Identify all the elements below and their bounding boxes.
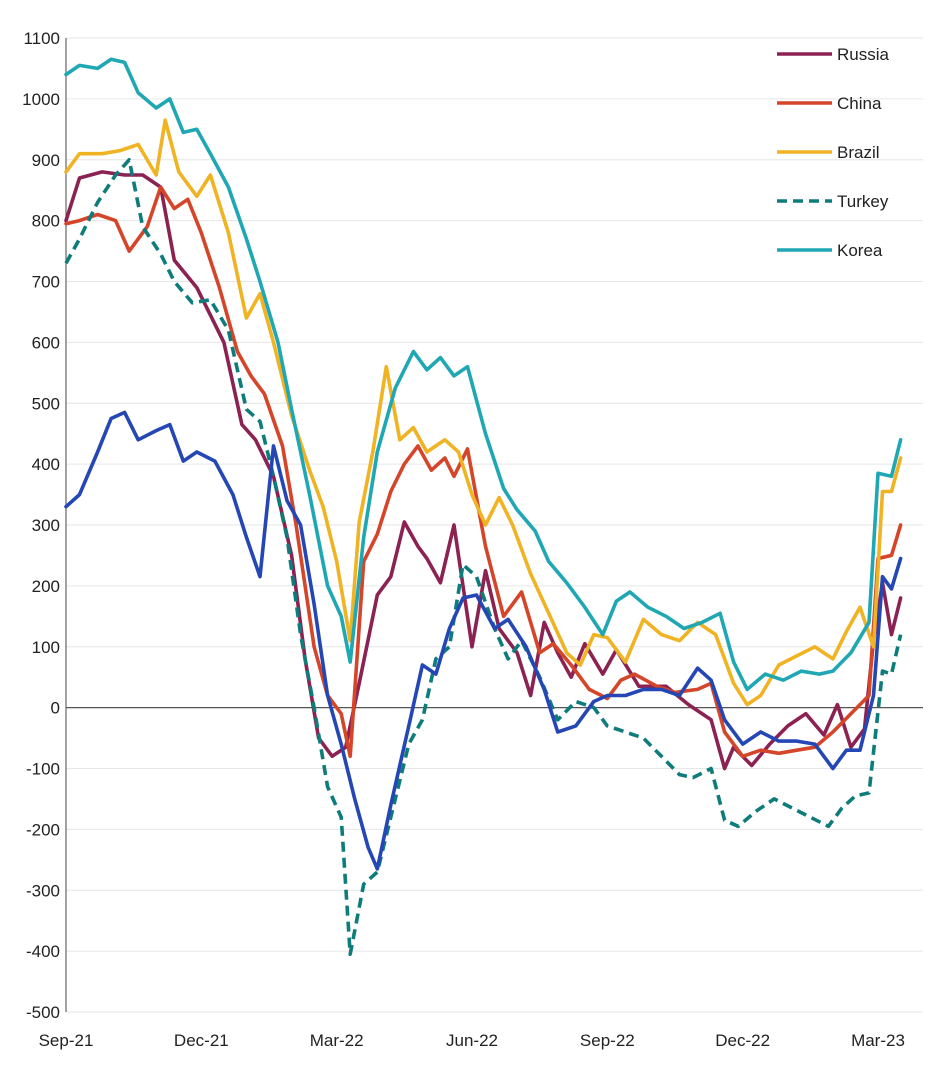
y-tick-label: -300 [26, 881, 60, 900]
y-tick-label: 500 [32, 394, 60, 413]
y-tick-label: 300 [32, 516, 60, 535]
x-tick-label: Dec-22 [715, 1031, 770, 1050]
series-line-china [64, 185, 903, 759]
y-tick-label: 900 [32, 151, 60, 170]
y-tick-label: -500 [26, 1003, 60, 1022]
series-line-unlabeled [64, 410, 903, 871]
x-tick-label: Dec-21 [174, 1031, 229, 1050]
y-tick-label: 0 [51, 699, 60, 718]
legend: Russia China Brazil Turkey Korea [777, 45, 890, 260]
x-tick-label: Mar-23 [851, 1031, 905, 1050]
axes [65, 38, 923, 1012]
y-tick-label: 400 [32, 455, 60, 474]
y-tick-label: -100 [26, 760, 60, 779]
series-line-brazil [64, 118, 903, 707]
series-line-russia [64, 170, 903, 771]
x-tick-label: Mar-22 [310, 1031, 364, 1050]
legend-label: Korea [837, 241, 883, 260]
legend-label: Brazil [837, 143, 880, 162]
y-tick-label: 1100 [23, 29, 60, 48]
y-tick-label: 200 [32, 577, 60, 596]
x-tick-label: Sep-22 [580, 1031, 635, 1050]
legend-label: China [837, 94, 882, 113]
series-line-korea [64, 57, 903, 692]
y-tick-label: 1000 [22, 90, 60, 109]
series-line-turkey [64, 158, 903, 956]
legend-label: Turkey [837, 192, 889, 211]
y-tick-label: -400 [26, 942, 60, 961]
x-tick-label: Sep-21 [39, 1031, 94, 1050]
x-tick-label: Jun-22 [446, 1031, 498, 1050]
y-tick-label: 700 [32, 273, 60, 292]
y-axis-tick-labels: -500 -400 -300 -200 -100 0 100 200 300 400 500 600 7… [22, 29, 60, 1022]
gridlines [66, 37, 923, 1013]
x-axis-tick-labels: Sep-21 Dec-21 Mar-22 Jun-22 Sep-22 Dec-22 Mar-… [39, 1031, 905, 1050]
y-tick-label: 100 [32, 638, 60, 657]
y-tick-label: -200 [26, 820, 60, 839]
legend-label: Russia [837, 45, 890, 64]
y-tick-label: 800 [32, 212, 60, 231]
y-tick-label: 600 [32, 333, 60, 352]
series-lines [64, 57, 903, 956]
